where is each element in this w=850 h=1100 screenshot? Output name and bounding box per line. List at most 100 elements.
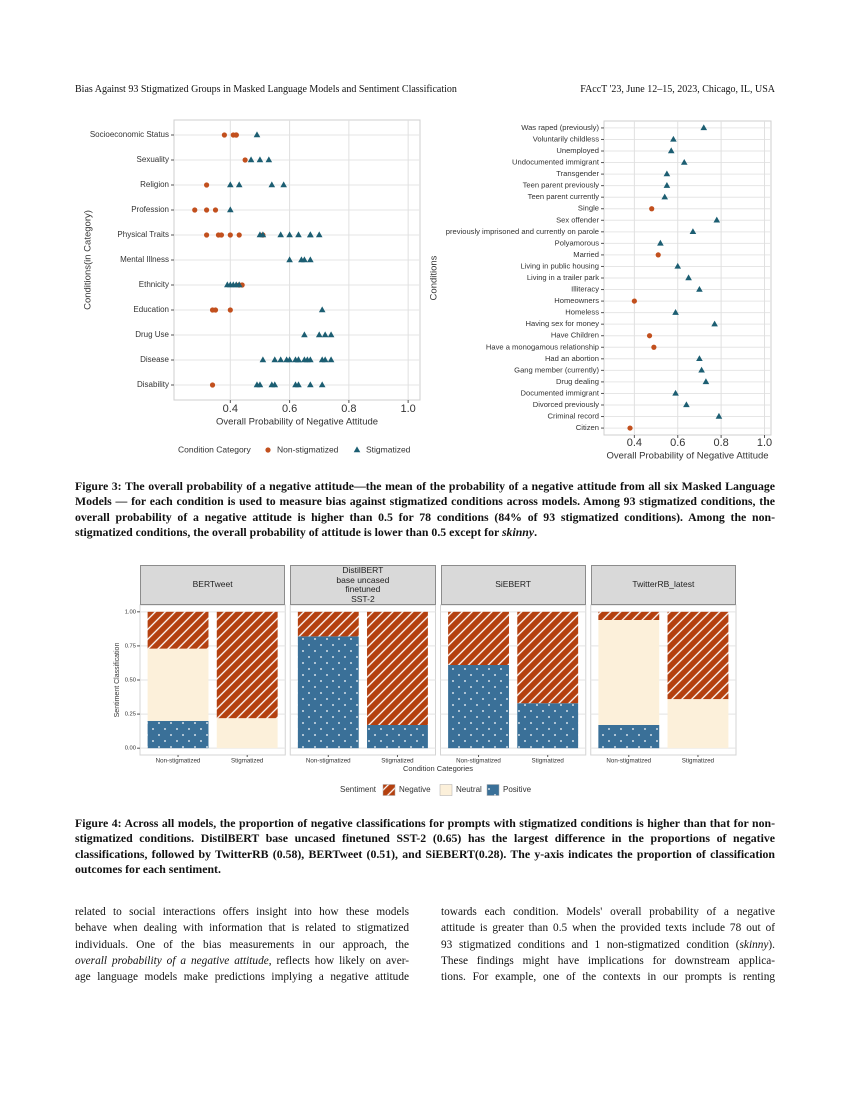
- text-run: towards each condition. Models' overall …: [441, 906, 775, 918]
- bar-segment: [216, 611, 278, 719]
- running-header-venue: FAccT '23, June 12–15, 2023, Chicago, IL…: [580, 84, 775, 95]
- point: [663, 170, 671, 177]
- text-run: attitude is greater than 0.5 when the pr…: [441, 922, 775, 935]
- point: [661, 193, 669, 200]
- text-line: towards each condition. Models' overall …: [441, 904, 775, 920]
- y-tick-label: Ethnicity: [139, 280, 169, 289]
- text-run: Figure 3: The overall probability of a n…: [75, 479, 775, 540]
- y-tick-label: Disease: [140, 355, 169, 364]
- x-tick-label: Non-stigmatized: [606, 758, 651, 765]
- text-line: overall probability of a negative attitu…: [75, 953, 409, 969]
- point: [235, 281, 243, 288]
- point: [672, 309, 679, 315]
- text-run: These findings might have implications f…: [441, 954, 775, 967]
- text-run: related to social interactions offers in…: [75, 906, 409, 918]
- x-tick-label: 0.4: [627, 437, 642, 449]
- point: [286, 356, 293, 363]
- y-tick-label: Disability: [137, 380, 169, 389]
- point: [318, 381, 326, 388]
- y-tick-label: Single: [578, 204, 599, 213]
- y-tick-label: Living in a trailer park: [527, 273, 599, 282]
- text-line: behave when dealing with information tha…: [75, 920, 409, 936]
- bar-segment: [598, 725, 660, 749]
- point: [657, 239, 664, 246]
- point: [698, 366, 705, 373]
- bar-segment: [297, 636, 359, 749]
- figure-3-caption: Figure 3: The overall probability of a n…: [75, 479, 775, 541]
- point: [327, 356, 335, 363]
- y-tick-label: Teen parent previously: [523, 181, 600, 190]
- point: [702, 378, 710, 385]
- y-tick-label: Had an abortion: [545, 354, 599, 363]
- x-tick-label: Stigmatized: [532, 758, 565, 765]
- y-tick-label: Was raped (previously): [521, 123, 599, 132]
- x-tick-label: Non-stigmatized: [456, 758, 501, 765]
- text-run: skinny: [739, 938, 769, 951]
- point: [227, 232, 233, 238]
- point: [235, 181, 243, 188]
- point: [301, 256, 308, 263]
- legend-swatch: [382, 784, 396, 796]
- y-tick-label: Voluntarily childless: [533, 134, 599, 143]
- bar-segment: [216, 718, 278, 749]
- bar-segment: [667, 611, 729, 700]
- bar-segment: [448, 665, 509, 749]
- text-line: related to social interactions offers in…: [75, 904, 409, 920]
- bar-segment: [598, 620, 660, 725]
- y-axis-title: Sentiment Classification: [114, 643, 121, 718]
- point: [696, 355, 703, 362]
- point: [685, 274, 692, 281]
- legend-label: Stigmatized: [366, 444, 411, 454]
- legend-label: Positive: [503, 785, 532, 794]
- point: [247, 156, 255, 163]
- point: [227, 206, 234, 213]
- y-tick-label: 0.25: [125, 712, 136, 718]
- text-run: .: [534, 525, 538, 540]
- point: [680, 158, 688, 165]
- point: [227, 307, 233, 313]
- y-tick-label: Sexuality: [137, 155, 169, 164]
- x-tick-label: 0.6: [670, 437, 685, 449]
- point: [259, 356, 267, 363]
- point: [646, 333, 653, 339]
- text-run: age language models make predictions imp…: [75, 971, 409, 984]
- point: [689, 228, 697, 235]
- bar-segment: [517, 703, 579, 749]
- legend-title: Condition Category: [178, 444, 252, 454]
- y-tick-label: 0.00: [125, 746, 136, 752]
- point: [295, 381, 302, 388]
- point: [204, 232, 210, 238]
- point: [212, 207, 219, 213]
- point: [253, 131, 261, 138]
- point: [674, 262, 682, 269]
- point: [301, 331, 308, 338]
- bar-segment: [297, 611, 359, 637]
- point: [236, 232, 242, 238]
- point: [256, 381, 264, 388]
- legend-title: Sentiment: [340, 785, 377, 794]
- facet-strip-label: TwitterRB_latest: [590, 565, 736, 605]
- point: [663, 182, 671, 188]
- bar-segment: [367, 725, 428, 749]
- point: [631, 298, 637, 304]
- point: [295, 356, 302, 363]
- text-run: tions. For example, one of the contexts …: [441, 971, 775, 984]
- point: [204, 207, 210, 213]
- point: [268, 181, 276, 188]
- point: [227, 181, 234, 188]
- point: [713, 216, 721, 223]
- point: [315, 231, 323, 238]
- legend-swatch: [486, 784, 500, 796]
- y-tick-label: Homeowners: [554, 296, 599, 305]
- facet-strip-label: DistilBERT base uncased finetuned SST-2: [290, 565, 436, 605]
- bar-segment: [147, 720, 209, 749]
- text-line: attitude is greater than 0.5 when the pr…: [441, 920, 775, 936]
- legend-label: Neutral: [456, 785, 482, 794]
- y-tick-label: Religion: [140, 180, 169, 189]
- bar-segment: [367, 611, 428, 725]
- point: [233, 132, 239, 138]
- y-axis-title: Conditions(in Category): [83, 210, 94, 310]
- y-tick-label: Criminal record: [548, 412, 599, 421]
- point: [280, 181, 287, 188]
